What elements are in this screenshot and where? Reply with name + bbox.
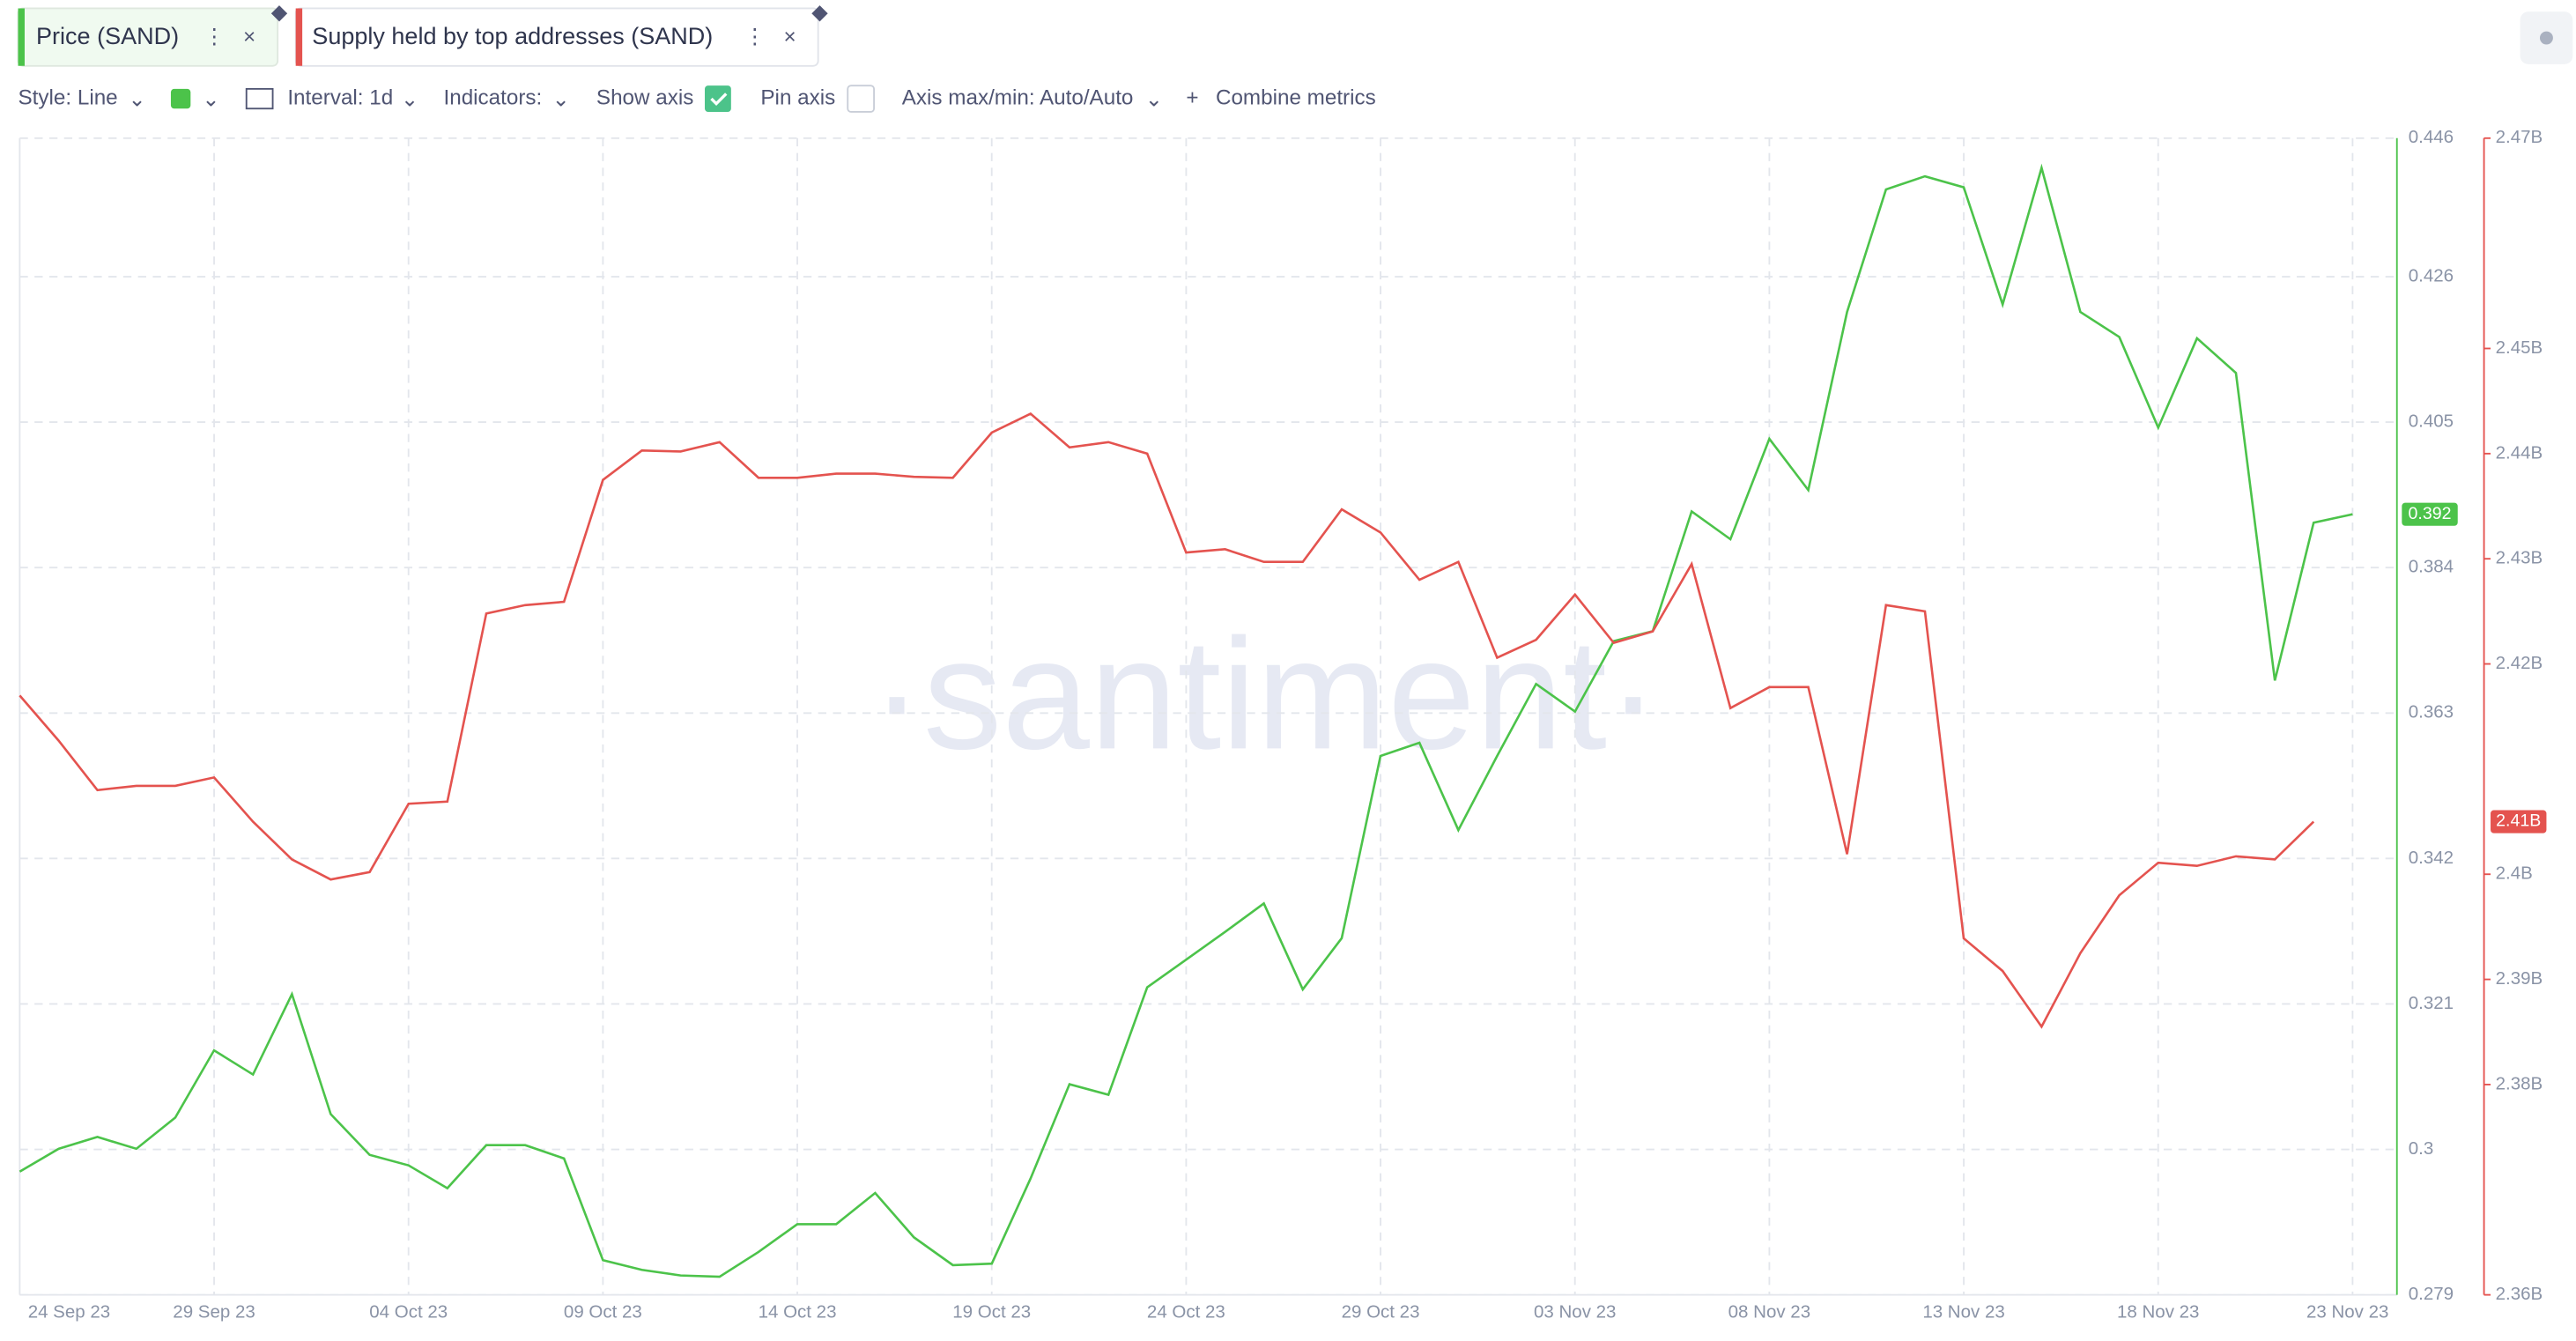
interval-icon: [245, 87, 274, 110]
y-tick-label: 0.321: [2409, 993, 2454, 1013]
x-tick-label: 24 Sep 23: [28, 1302, 110, 1322]
y2-tick-label: 2.45B: [2496, 337, 2543, 358]
tab-close[interactable]: ×: [243, 25, 255, 48]
y-tick-label: 0.384: [2409, 557, 2454, 577]
x-tick-label: 14 Oct 23: [759, 1302, 837, 1322]
show-axis-label[interactable]: Show axis: [596, 85, 693, 109]
tab-label: Price (SAND): [36, 23, 179, 49]
x-tick-label: 08 Nov 23: [1728, 1302, 1810, 1322]
x-tick-label: 18 Nov 23: [2117, 1302, 2199, 1322]
pin-axis-checkbox[interactable]: [847, 85, 876, 113]
pin-axis-label[interactable]: Pin axis: [760, 85, 835, 109]
tab-menu[interactable]: ⋮: [204, 25, 225, 48]
y-tick-label: 0.279: [2409, 1284, 2454, 1304]
x-tick-label: 03 Nov 23: [1534, 1302, 1616, 1322]
plus: +: [1186, 85, 1198, 109]
chevron: ⌄: [401, 87, 418, 111]
tab-menu[interactable]: ⋮: [744, 25, 766, 48]
axis-range-select[interactable]: Axis max/min: Auto/Auto: [902, 85, 1134, 109]
y2-tick-label: 2.43B: [2496, 548, 2543, 568]
x-tick-label: 23 Nov 23: [2306, 1302, 2388, 1322]
x-tick-label: 04 Oct 23: [369, 1302, 448, 1322]
last-value-label: 0.392: [2409, 504, 2452, 523]
color-picker[interactable]: [170, 88, 191, 109]
y-tick-label: 0.446: [2409, 127, 2454, 147]
y-tick-label: 0.363: [2409, 702, 2454, 722]
x-tick-label: 29 Sep 23: [173, 1302, 255, 1322]
interval-select[interactable]: Interval: 1d: [287, 85, 393, 109]
y-tick-label: 0.426: [2409, 265, 2454, 285]
y2-tick-label: 2.39B: [2496, 968, 2543, 989]
chevron: ⌄: [128, 87, 145, 111]
x-tick-label: 09 Oct 23: [564, 1302, 642, 1322]
tab[interactable]: Supply held by top addresses (SAND) ⋮ × …: [294, 0, 829, 67]
last-value-badge: [2491, 810, 2547, 833]
x-tick-label: 29 Oct 23: [1342, 1302, 1420, 1322]
watermark: ·santiment·: [870, 605, 1659, 782]
y-tick-label: 0.3: [2409, 1138, 2434, 1159]
y2-tick-label: 2.38B: [2496, 1073, 2543, 1093]
series-line: [19, 163, 2353, 1278]
style-select[interactable]: Style: Line: [19, 85, 118, 109]
x-tick-label: 24 Oct 23: [1147, 1302, 1225, 1322]
y-tick-label: 0.342: [2409, 848, 2454, 868]
tab-label: Supply held by top addresses (SAND): [312, 23, 713, 49]
combine-metrics[interactable]: Combine metrics: [1216, 85, 1376, 109]
tab-close[interactable]: ×: [784, 25, 796, 48]
chevron: ⌄: [202, 87, 219, 111]
y-tick-label: 0.405: [2409, 411, 2454, 432]
y2-tick-label: 2.4B: [2496, 863, 2533, 884]
last-value-label: 2.41B: [2496, 811, 2541, 831]
y2-tick-label: 2.44B: [2496, 442, 2543, 463]
check: [710, 93, 728, 107]
settings-dot: [2539, 31, 2553, 45]
tab-color: [295, 8, 303, 66]
y2-tick-label: 2.42B: [2496, 653, 2543, 673]
tab-color: [18, 8, 25, 66]
x-tick-label: 13 Nov 23: [1922, 1302, 2004, 1322]
eth-icon: ◆: [271, 0, 288, 24]
indicators-select[interactable]: Indicators:: [443, 85, 542, 109]
last-value-badge: [2402, 502, 2458, 526]
show-axis-checkbox[interactable]: [704, 85, 731, 112]
y2-tick-label: 2.36B: [2496, 1284, 2543, 1304]
eth-icon: ◆: [811, 0, 828, 24]
chevron: ⌄: [1145, 87, 1163, 111]
series-line: [19, 411, 2315, 1029]
x-tick-label: 19 Oct 23: [952, 1302, 1031, 1322]
y2-tick-label: 2.47B: [2496, 127, 2543, 147]
tab[interactable]: Price (SAND) ⋮ × ◆: [17, 0, 288, 67]
chevron: ⌄: [552, 87, 570, 111]
